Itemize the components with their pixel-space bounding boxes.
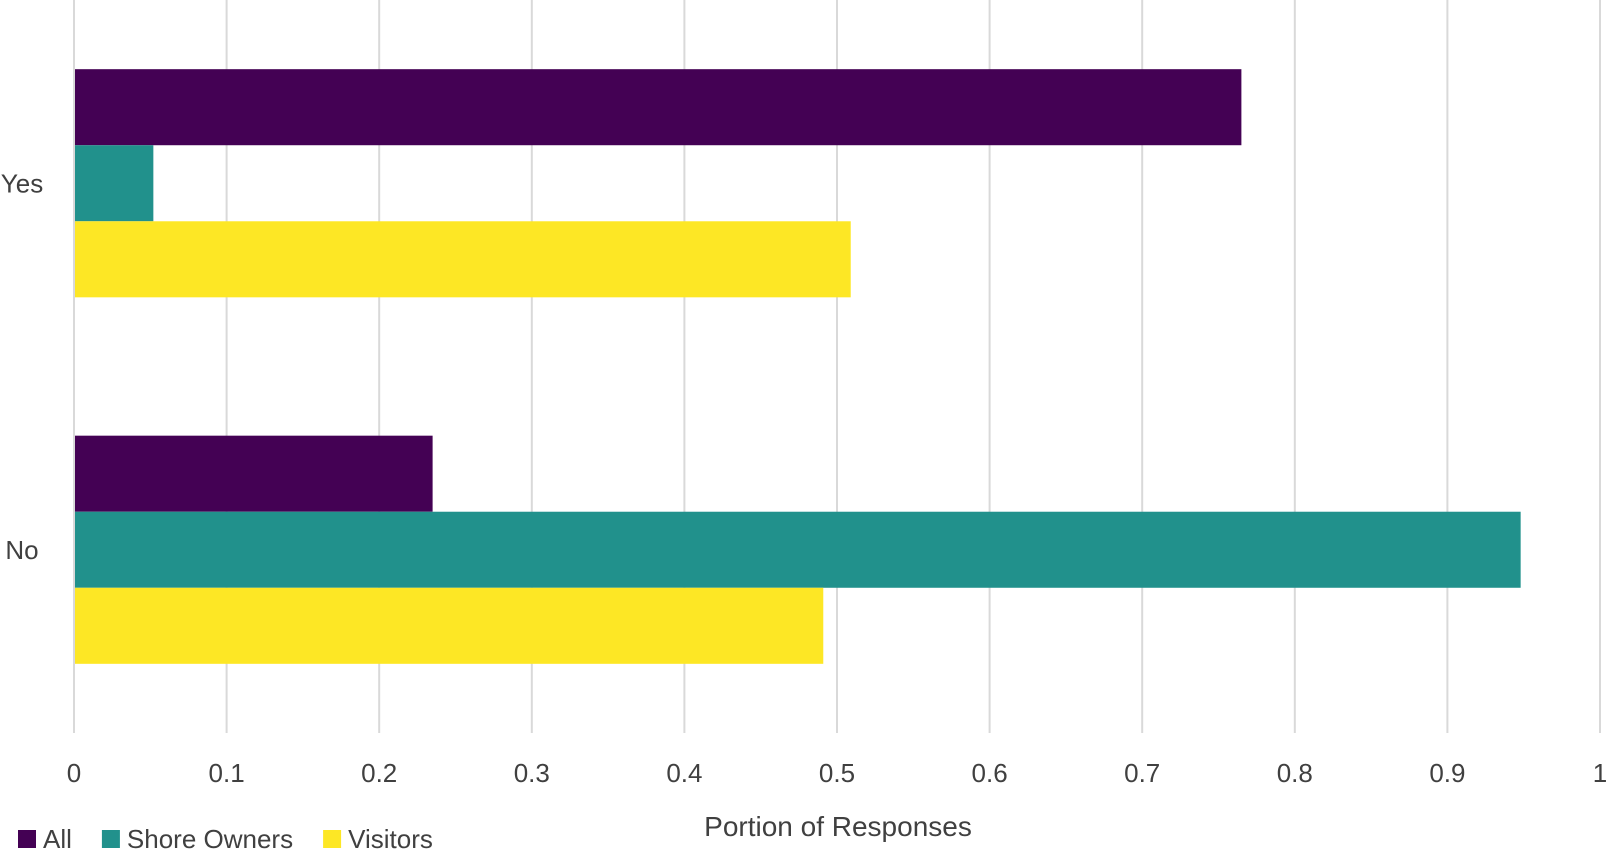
category-label-no: No [5, 535, 38, 565]
bar-no-visitors [74, 587, 824, 664]
x-tick-label: 0.4 [666, 758, 702, 788]
legend-label: Shore Owners [127, 824, 293, 854]
legend: All Shore Owners Visitors [18, 824, 433, 854]
category-labels: Yes No [1, 168, 43, 565]
x-tick-label: 0.1 [209, 758, 245, 788]
x-tick-label: 0.2 [361, 758, 397, 788]
legend-swatch [18, 830, 36, 848]
legend-label: Visitors [348, 824, 433, 854]
x-tick-label: 0.9 [1429, 758, 1465, 788]
x-tick-label: 1 [1593, 758, 1607, 788]
x-tick-label: 0 [67, 758, 81, 788]
x-tick-label: 0.7 [1124, 758, 1160, 788]
category-label-yes: Yes [1, 168, 43, 198]
x-tick-label: 0.5 [819, 758, 855, 788]
bar-no-shore-owners [74, 511, 1521, 588]
bar-no-all [74, 435, 433, 512]
x-tick-label: 0.3 [514, 758, 550, 788]
x-tick-labels: 0 0.1 0.2 0.3 0.4 0.5 0.6 0.7 0.8 0.9 1 [67, 758, 1607, 788]
legend-swatch [323, 830, 342, 848]
legend-swatch [101, 830, 120, 848]
bar-yes-visitors [74, 221, 851, 298]
x-axis-label: Portion of Responses [704, 811, 972, 842]
legend-label: All [43, 824, 72, 854]
bar-yes-shore-owners [74, 145, 154, 222]
bars [74, 69, 1521, 664]
bar-yes-all [74, 69, 1242, 146]
x-tick-label: 0.8 [1277, 758, 1313, 788]
x-tick-label: 0.6 [972, 758, 1008, 788]
